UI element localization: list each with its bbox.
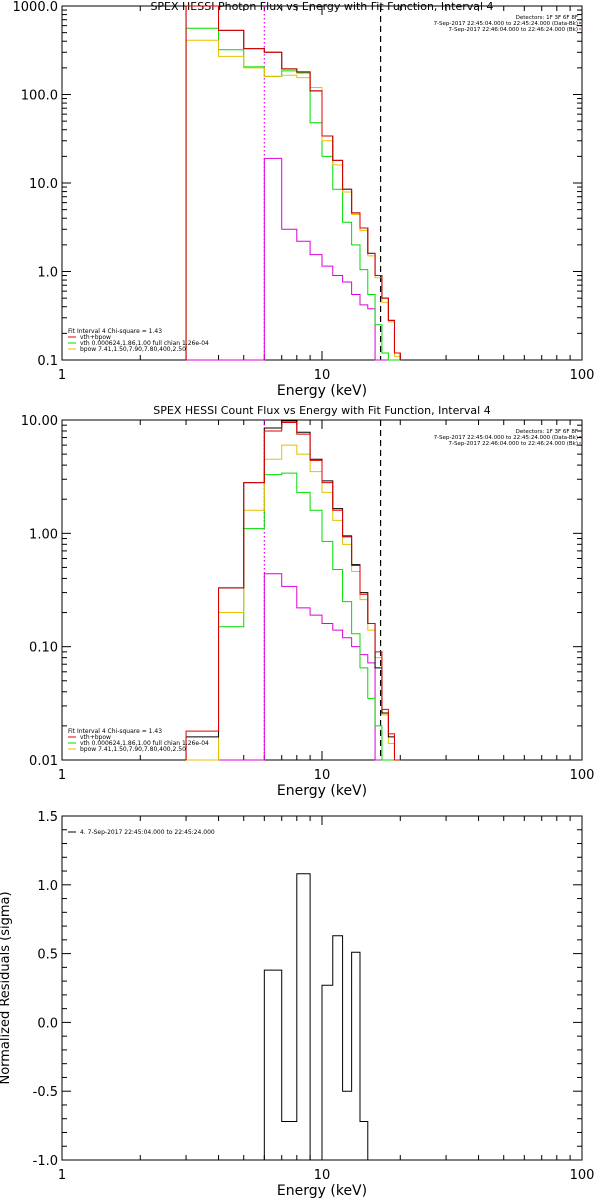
y-axis-label: Normalized Residuals (sigma) bbox=[0, 891, 13, 1084]
y-tick-label: -0.5 bbox=[33, 1085, 58, 1100]
x-axis-label: Energy (keV) bbox=[277, 1183, 367, 1199]
x-tick-label: 1 bbox=[58, 368, 66, 383]
series-background bbox=[186, 573, 401, 761]
legend-left-entry: vth+bpow bbox=[80, 334, 111, 341]
x-axis-label: Energy (keV) bbox=[277, 783, 367, 799]
series-vth bbox=[186, 472, 401, 761]
plot-frame bbox=[61, 5, 583, 361]
y-tick-label: 1000.0 bbox=[13, 0, 59, 15]
legend-left-entry: vth+bpow bbox=[80, 734, 111, 741]
legend-left-entry: vth 0.000624,1.86,1.00 full chian 1.26e-… bbox=[80, 740, 209, 747]
y-tick-label: 10.0 bbox=[29, 177, 58, 192]
series-vth-plus-bpow bbox=[185, 422, 401, 761]
legend-right-text: 7-Sep-2017 22:46:04.000 to 22:46:24.000 … bbox=[449, 441, 579, 447]
legend-left-entry: 4. 7-Sep-2017 22:45:04.000 to 22:45:24.0… bbox=[80, 829, 215, 836]
x-tick-label: 10 bbox=[314, 768, 331, 783]
x-tick-label: 100 bbox=[570, 768, 595, 783]
y-tick-label: 1.0 bbox=[37, 879, 58, 894]
count-panel: SPEX HESSI Count Flux vs Energy with Fit… bbox=[21, 404, 595, 799]
legend-right-text: 7-Sep-2017 22:46:04.000 to 22:46:24.000 … bbox=[449, 27, 579, 33]
y-tick-label: 100.0 bbox=[21, 89, 58, 104]
x-tick-label: 10 bbox=[314, 1168, 331, 1183]
x-tick-label: 100 bbox=[570, 1168, 595, 1183]
legend-right-text: Detectors: 1F 3F 6F 8F bbox=[516, 429, 578, 435]
legend-left-entry: vth 0.000624,1.86,1.00 full chian 1.26e-… bbox=[80, 340, 209, 347]
y-tick-label: 0.10 bbox=[29, 641, 58, 656]
x-tick-label: 1 bbox=[58, 768, 66, 783]
legend-left-entry: bpow 7.41,1.50,7.90,7.80,400,2.50 bbox=[80, 346, 186, 353]
y-tick-label: 1.5 bbox=[37, 810, 58, 825]
series-bpow bbox=[185, 39, 401, 360]
legend-right-text: 7-Sep-2017 22:45:04.000 to 22:45:24.000 … bbox=[434, 21, 578, 27]
series-background bbox=[186, 157, 401, 361]
x-tick-label: 100 bbox=[570, 368, 595, 383]
y-tick-label: 10.00 bbox=[21, 414, 58, 429]
series-vth-plus-bpow bbox=[185, 5, 401, 360]
y-tick-label: -1.0 bbox=[33, 1154, 58, 1169]
y-tick-label: 1.0 bbox=[37, 266, 58, 281]
y-tick-label: 0.0 bbox=[37, 1016, 58, 1031]
x-tick-label: 1 bbox=[58, 1168, 66, 1183]
legend-right-text: Detectors: 1F 3F 6F 8F bbox=[516, 15, 578, 21]
y-tick-label: 0.1 bbox=[37, 354, 58, 369]
photon-panel: SPEX HESSI Photon Flux vs Energy with Fi… bbox=[13, 0, 595, 399]
series-vth bbox=[185, 27, 401, 361]
legend-right-text: 7-Sep-2017 22:45:04.000 to 22:45:24.000 … bbox=[434, 435, 578, 441]
x-tick-label: 10 bbox=[314, 368, 331, 383]
y-tick-label: 0.01 bbox=[29, 754, 58, 769]
legend-left-header: Fit Interval 4 Chi-square = 1.43 bbox=[68, 328, 162, 335]
chart-title: SPEX HESSI Count Flux vs Energy with Fit… bbox=[153, 404, 490, 417]
x-axis-label: Energy (keV) bbox=[277, 383, 367, 399]
residuals-panel: 1 10 100 Energy (keV) -1.0 -0.5 0.0 0.5 1.0 1.5 No… bbox=[0, 810, 594, 1199]
legend-left-entry: bpow 7.41,1.50,7.90,7.80,400,2.50 bbox=[80, 746, 186, 753]
y-tick-label: 0.5 bbox=[37, 948, 58, 963]
y-tick-label: 1.00 bbox=[29, 527, 58, 542]
series-total bbox=[263, 873, 381, 1161]
legend-left-header: Fit Interval 4 Chi-square = 1.43 bbox=[68, 728, 162, 735]
